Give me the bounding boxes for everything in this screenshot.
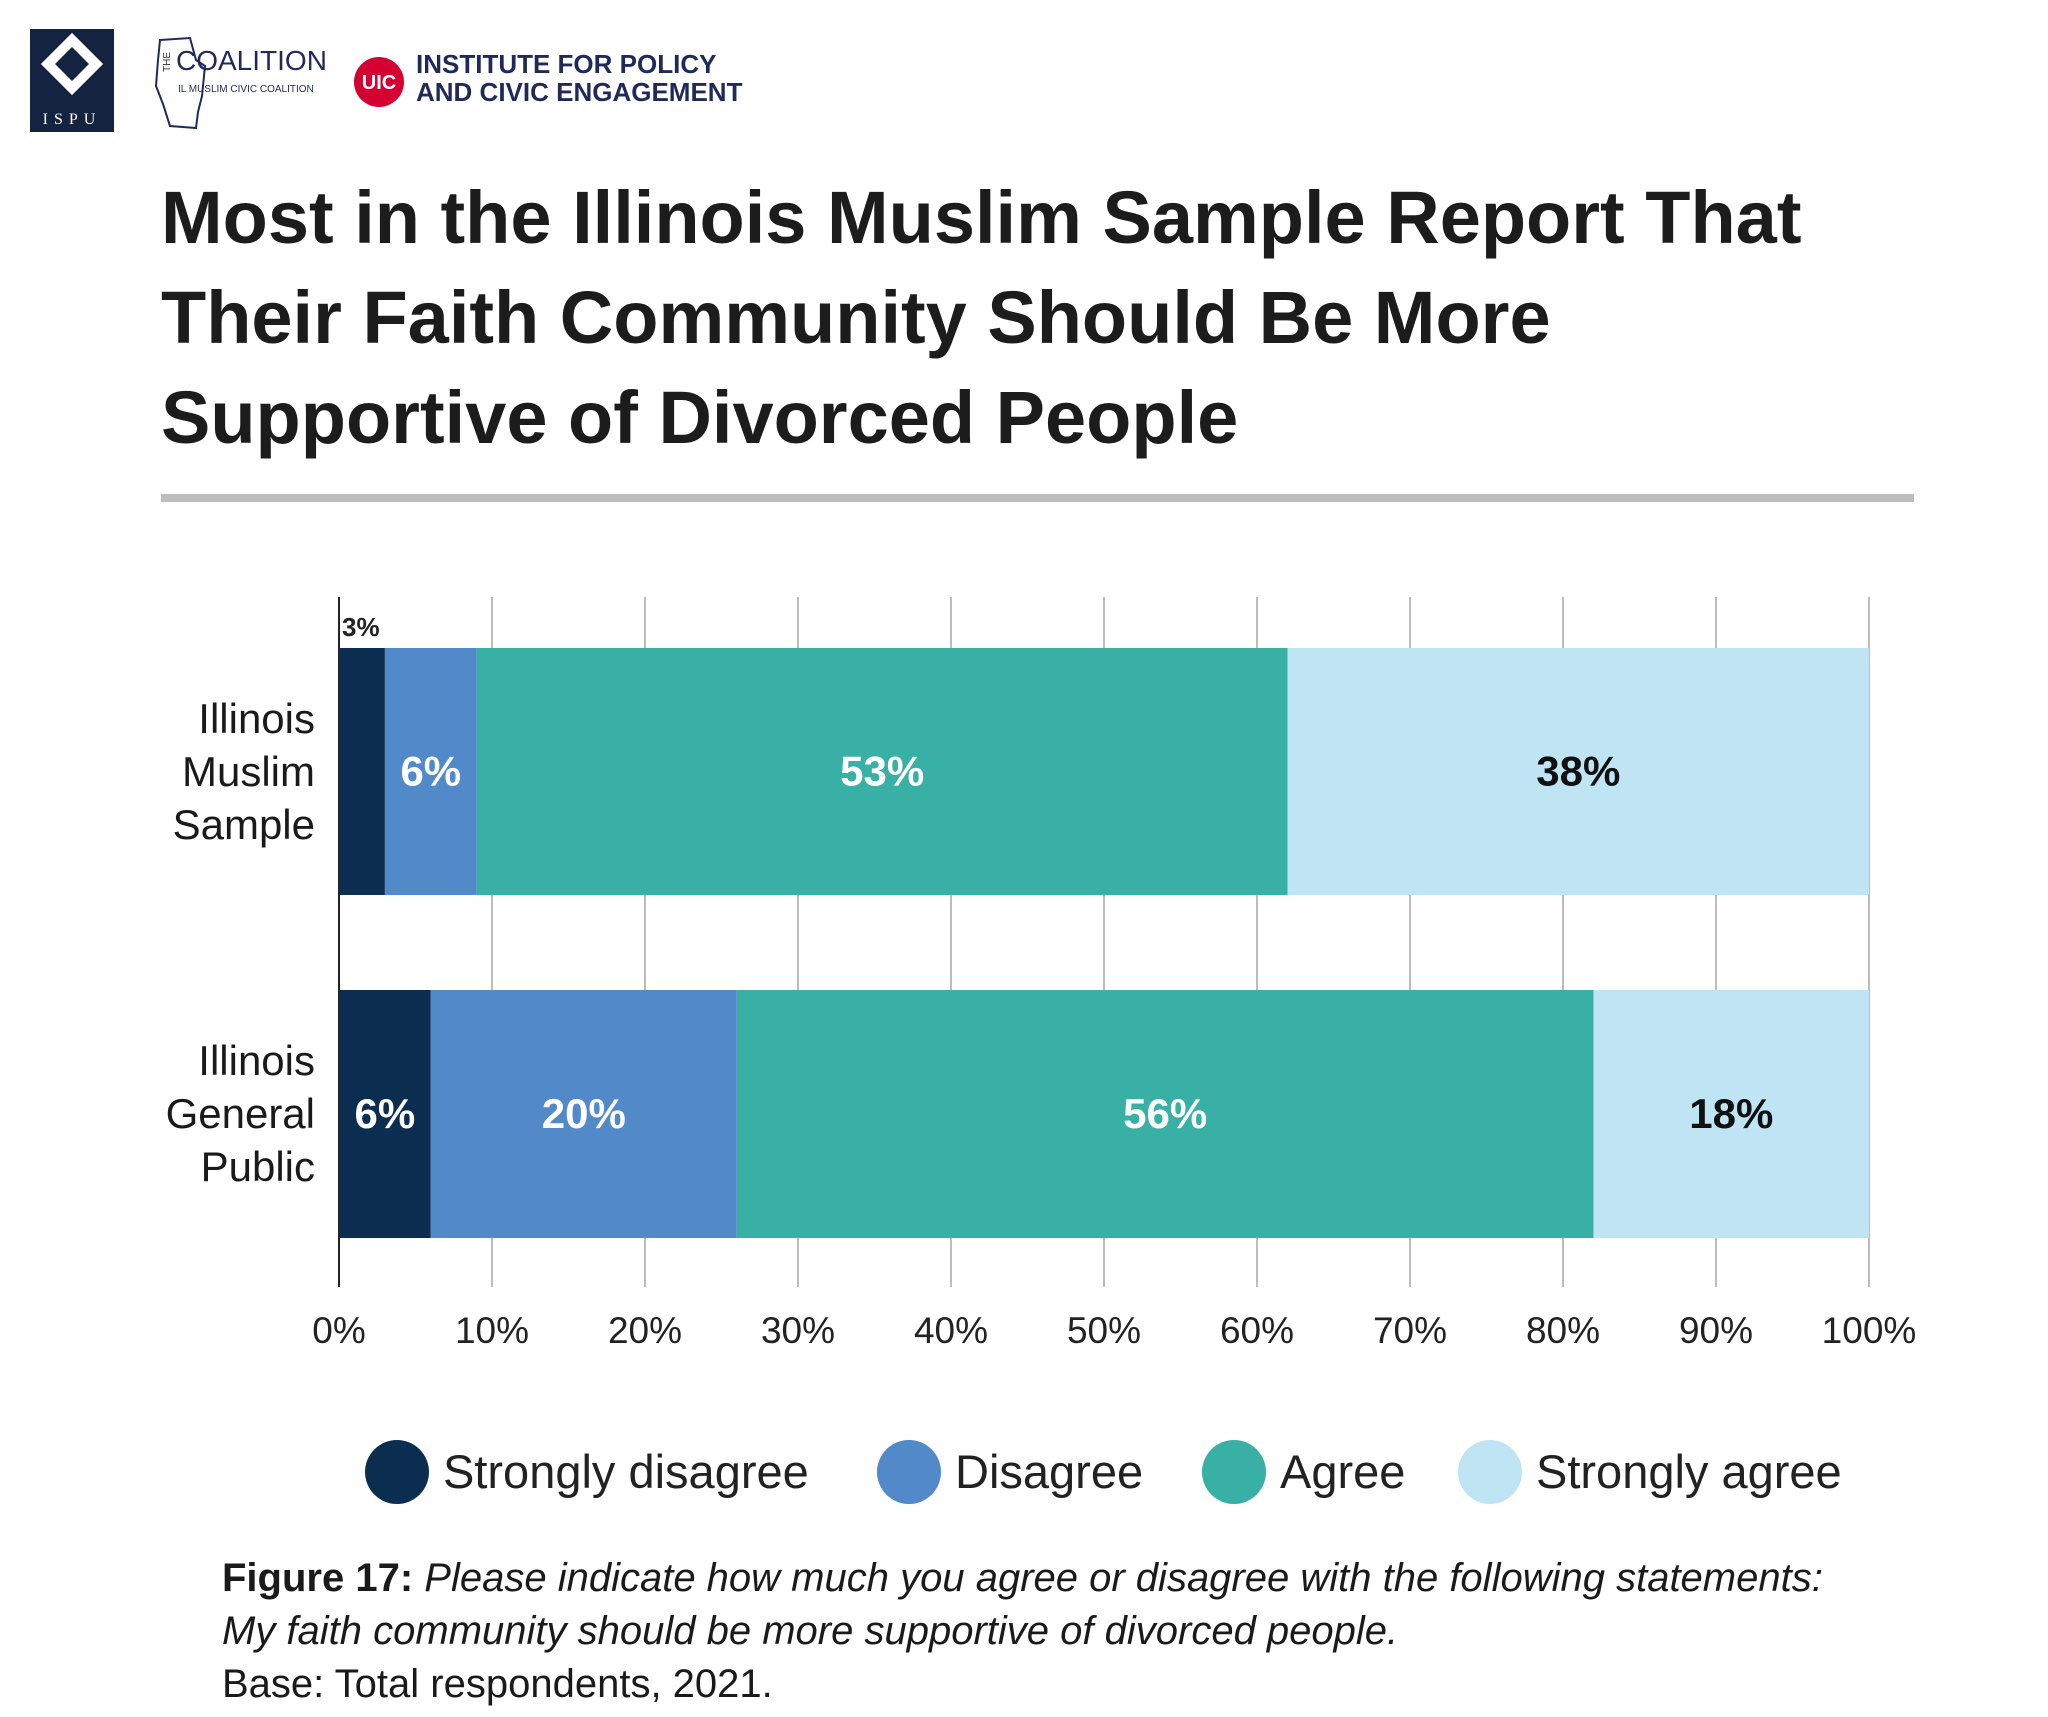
- data-label: 20%: [542, 1090, 626, 1137]
- caption-question: Please indicate how much you agree or di…: [222, 1556, 1823, 1653]
- legend-swatch: [1458, 1440, 1522, 1504]
- legend-swatch: [1202, 1440, 1266, 1504]
- x-tick-label: 50%: [1067, 1310, 1141, 1351]
- x-tick-label: 10%: [455, 1310, 529, 1351]
- bar-segment: [1593, 990, 1869, 1238]
- uic-circle: [354, 57, 404, 107]
- caption-base: Base: Total respondents, 2021.: [222, 1662, 773, 1706]
- coalition-the: THE: [162, 52, 173, 72]
- caption: Figure 17: Please indicate how much you …: [222, 1552, 1872, 1711]
- legend-swatch: [365, 1440, 429, 1504]
- x-tick-label: 0%: [312, 1310, 365, 1351]
- uic-text: UIC: [362, 72, 396, 94]
- legend-label: Disagree: [955, 1445, 1143, 1498]
- data-label: 6%: [355, 1090, 416, 1137]
- data-label: 18%: [1689, 1090, 1773, 1137]
- chart-title: Most in the Illinois Muslim Sample Repor…: [161, 176, 1802, 459]
- x-tick-label: 80%: [1526, 1310, 1600, 1351]
- data-label: 3%: [342, 612, 380, 642]
- bar-segment: [430, 990, 737, 1238]
- bar-segment: [384, 648, 477, 895]
- x-tick-label: 90%: [1679, 1310, 1753, 1351]
- x-tick-label: 20%: [608, 1310, 682, 1351]
- ispu-text: ISPU: [43, 111, 102, 128]
- ipce-text: INSTITUTE FOR POLICY AND CIVIC ENGAGEMEN…: [416, 49, 743, 107]
- title-rule: [161, 494, 1914, 502]
- data-label: 56%: [1123, 1090, 1207, 1137]
- x-tick-label: 100%: [1822, 1310, 1917, 1351]
- caption-label: Figure 17:: [222, 1556, 414, 1600]
- x-tick-label: 70%: [1373, 1310, 1447, 1351]
- data-label: 6%: [400, 748, 461, 795]
- x-tick-label: 30%: [761, 1310, 835, 1351]
- legend-label: Strongly disagree: [443, 1445, 809, 1498]
- coalition-sub: IL MUSLIM CIVIC COALITION: [178, 84, 314, 95]
- data-label: 38%: [1536, 748, 1620, 795]
- x-tick-label: 40%: [914, 1310, 988, 1351]
- data-label: 53%: [840, 748, 924, 795]
- bar-segment: [736, 990, 1594, 1238]
- legend-label: Agree: [1280, 1445, 1405, 1498]
- legend-swatch: [877, 1440, 941, 1504]
- legend-label: Strongly agree: [1536, 1445, 1842, 1498]
- illinois-outline: [154, 36, 207, 130]
- bar-segment: [1287, 648, 1869, 895]
- y-tick-label: Illinois Muslim Sample: [172, 694, 315, 848]
- bar-segment: [339, 990, 431, 1238]
- bar-segment: [339, 648, 385, 895]
- coalition-text: COALITION: [176, 45, 327, 76]
- bar-segment: [476, 648, 1288, 895]
- x-tick-label: 60%: [1220, 1310, 1294, 1351]
- y-tick-label: Illinois General Public: [165, 1037, 315, 1190]
